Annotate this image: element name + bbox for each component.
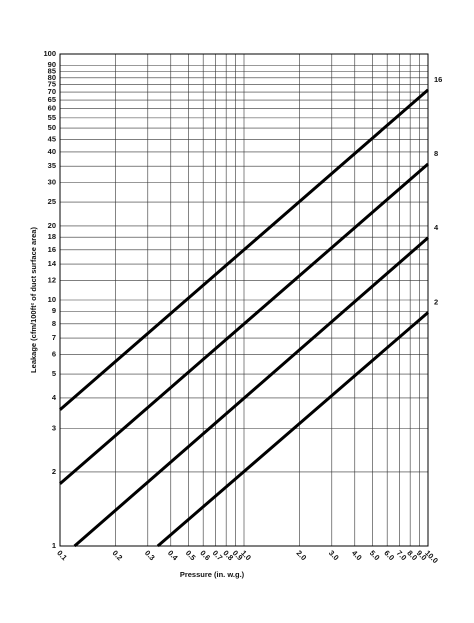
y-axis-label: Leakage (cfm/100ft² of duct surface area… [29,227,38,373]
series-line [59,88,429,411]
y-tick-label: 35 [48,161,56,170]
series-label: 16 [434,75,442,84]
y-tick-label: 4 [52,393,57,402]
y-tick-label: 100 [43,49,56,58]
x-tick-label: 0.2 [111,548,125,562]
x-tick-label: 4.0 [350,548,364,562]
series-line [156,311,429,548]
y-tick-label: 16 [48,245,56,254]
plot-border [59,53,429,547]
y-tick-label: 55 [48,113,56,122]
x-axis-label: Pressure (in. w.g.) [180,570,245,579]
y-tick-label: 25 [48,197,56,206]
x-tick-label: 0.3 [143,548,157,562]
x-tick-label: 0.6 [198,548,212,562]
x-tick-label: 0.1 [55,548,69,562]
x-tick-label: 2.0 [295,548,309,562]
x-tick-label: 1.0 [239,548,253,562]
y-tick-label: 70 [48,87,56,96]
x-tick-label: 0.4 [166,548,180,562]
y-tick-label: 12 [48,276,56,285]
x-tick-label: 3.0 [327,548,341,562]
y-tick-label: 75 [48,80,56,89]
y-tick-label: 1 [52,541,56,550]
y-tick-label: 60 [48,104,56,113]
x-tick-label: 0.5 [184,548,198,562]
y-tick-label: 2 [52,467,56,476]
y-tick-label: 20 [48,221,56,230]
y-tick-label: 5 [52,369,56,378]
y-tick-label: 50 [48,123,56,132]
y-tick-label: 14 [48,259,57,268]
y-tick-label: 9 [52,306,56,315]
y-tick-label: 6 [52,350,56,359]
series-label: 4 [434,223,439,232]
y-tick-label: 90 [48,60,56,69]
y-tick-label: 10 [48,295,56,304]
y-tick-label: 40 [48,147,56,156]
x-tick-label: 10.0 [423,548,440,565]
y-tick-label: 80 [48,73,56,82]
y-tick-label: 8 [52,319,56,328]
y-tick-label: 3 [52,424,56,433]
y-tick-label: 65 [48,95,56,104]
x-tick-label: 5.0 [368,548,382,562]
series-line [59,162,429,485]
y-tick-label: 7 [52,333,56,342]
series-line [73,236,429,548]
series-label: 2 [434,297,438,306]
y-tick-label: 30 [48,178,56,187]
x-tick-label: 6.0 [382,548,396,562]
y-tick-label: 45 [48,134,56,143]
y-tick-label: 85 [48,66,56,75]
series-label: 8 [434,149,438,158]
y-tick-label: 18 [48,232,56,241]
